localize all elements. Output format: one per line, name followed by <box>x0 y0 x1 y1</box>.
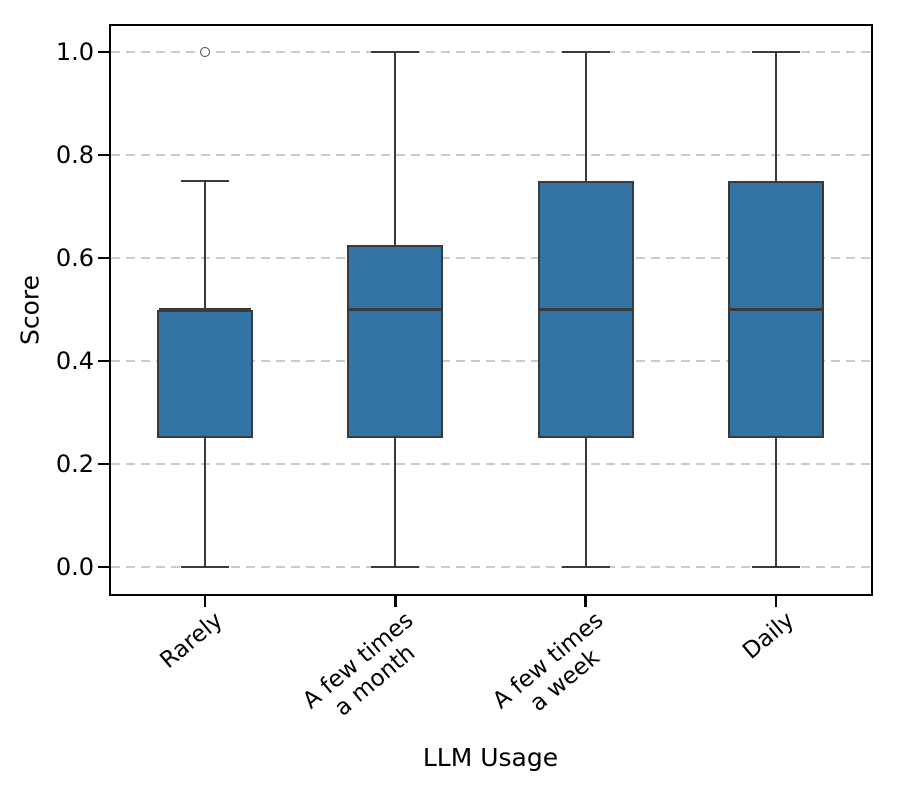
y-tick-label: 0.6 <box>55 244 94 272</box>
y-tick-label: 0.2 <box>55 449 94 478</box>
y-tick-mark <box>98 256 110 260</box>
box <box>347 245 444 439</box>
whisker-cap <box>371 51 420 54</box>
whisker-cap <box>561 565 610 568</box>
y-gridline <box>111 462 870 465</box>
y-tick-mark <box>98 462 110 466</box>
x-category-label: Daily <box>737 607 799 665</box>
x-category-label: Rarely <box>155 607 229 674</box>
whisker-cap <box>751 51 800 54</box>
median-line <box>729 308 822 311</box>
median-line <box>349 308 442 311</box>
y-tick-label: 1.0 <box>55 38 94 67</box>
y-gridline <box>111 257 870 259</box>
median-line <box>159 308 252 311</box>
y-tick-mark <box>98 359 110 363</box>
y-gridline <box>111 51 870 54</box>
y-tick-mark <box>98 565 110 569</box>
whisker-cap <box>181 565 230 568</box>
x-tick-mark <box>584 595 587 607</box>
outlier-point <box>200 47 211 58</box>
y-gridline <box>111 359 870 362</box>
y-tick-mark <box>98 153 110 157</box>
whisker-cap <box>371 565 420 568</box>
y-gridline <box>111 565 870 568</box>
x-category-label: A few times a month <box>298 607 420 722</box>
x-tick-mark <box>203 595 207 607</box>
y-gridline <box>111 154 870 157</box>
y-axis-label: Score <box>15 274 45 345</box>
whisker-cap <box>181 179 230 182</box>
whisker-cap <box>561 51 610 54</box>
x-category-label: A few times a week <box>488 607 609 717</box>
x-tick-mark <box>394 595 397 607</box>
y-tick-label: 0.8 <box>55 141 94 170</box>
plot-area-frame <box>108 23 873 596</box>
median-line <box>539 308 632 311</box>
x-axis-label: LLM Usage <box>422 743 559 772</box>
y-tick-label: 0.4 <box>55 346 94 375</box>
x-tick-mark <box>774 595 778 607</box>
y-tick-mark <box>98 50 110 54</box>
y-tick-label: 0.0 <box>55 552 94 581</box>
whisker-cap <box>751 565 800 568</box>
